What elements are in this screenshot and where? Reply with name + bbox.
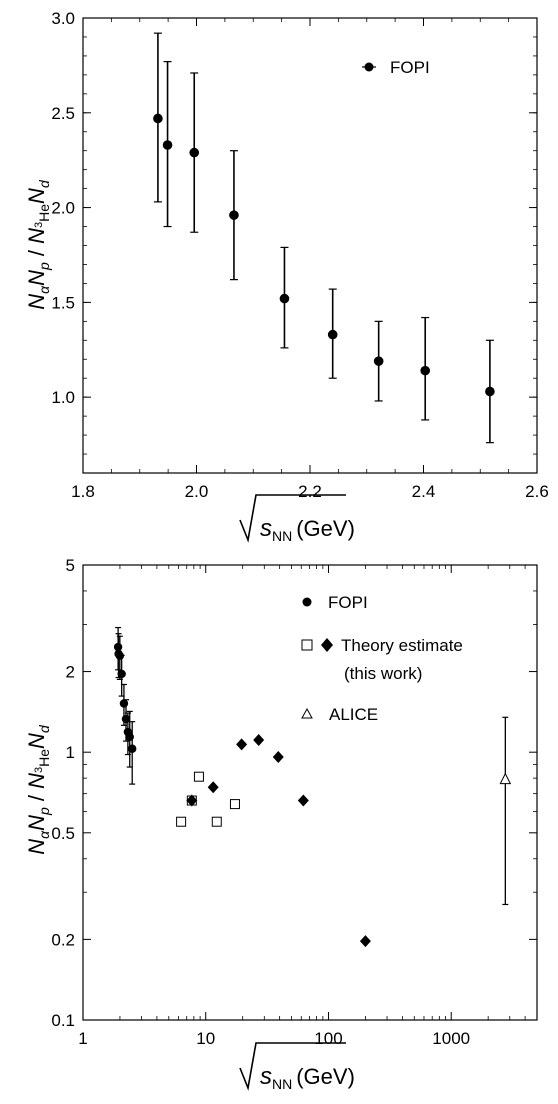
top-x-tick-label: 2.0 xyxy=(185,482,209,501)
top-data-points xyxy=(153,32,495,444)
top-x-tick-label: 1.8 xyxy=(71,482,95,501)
svg-text:NαNp / N3HeNd: NαNp / N3HeNd xyxy=(24,179,52,310)
top-y-tick-label: 2.5 xyxy=(51,104,75,123)
bottom-legend-alice-label: ALICE xyxy=(329,705,378,724)
bottom-y-tick-label: 2 xyxy=(66,663,75,682)
bottom-filled-diamond-point xyxy=(272,750,284,763)
top-sqrt-sign xyxy=(239,494,346,543)
bottom-filled-circle-point xyxy=(128,744,137,753)
bottom-x-tick-label: 10 xyxy=(196,1029,215,1048)
bottom-legend-fopi-label: FOPI xyxy=(328,593,368,612)
top-y-axis-label: NαNp / N3HeNd xyxy=(24,179,52,310)
top-plot-panel: 1.8 2.0 2.2 2.4 2.6 1.0 1.5 2.0 2.5 3.0 FOPI sNN… xyxy=(24,9,549,544)
top-legend-fopi-marker xyxy=(364,62,374,72)
bottom-y-tick-label: 0.2 xyxy=(51,930,75,949)
bottom-open-square-point xyxy=(193,771,204,782)
bottom-open-square-point xyxy=(211,816,222,827)
bottom-y-ticks: 0.1 0.2 0.5 1 2 5 xyxy=(51,556,537,1030)
top-y-tick-label: 2.0 xyxy=(51,199,75,218)
bottom-x-tick-label: 1 xyxy=(78,1029,87,1048)
bottom-plot-panel: 1 10 100 1000 0.1 0.2 0.5 1 2 5 FOPI Theory esti… xyxy=(24,556,538,1092)
bottom-open-square-point xyxy=(176,816,187,827)
bottom-filled-circle-point xyxy=(117,669,126,679)
top-legend: FOPI xyxy=(362,58,430,77)
bottom-legend-theory-sublabel: (this work) xyxy=(344,664,422,683)
bottom-open-triangle-point xyxy=(499,772,512,785)
bottom-legend-theory-label: Theory estimate xyxy=(341,636,463,655)
top-filled-circle-point xyxy=(420,365,431,376)
bottom-legend-alice-marker xyxy=(301,707,313,719)
bottom-plot-frame xyxy=(82,564,538,1021)
bottom-filled-circle-point xyxy=(121,714,131,724)
bottom-filled-diamond-point xyxy=(253,734,265,747)
top-filled-circle-point xyxy=(327,329,338,340)
bottom-legend-theory-square-marker xyxy=(301,639,313,651)
top-filled-circle-point xyxy=(153,113,163,124)
svg-text:sNN(GeV): sNN (GeV) xyxy=(260,515,355,544)
top-x-axis-label: sNN (GeV) xyxy=(239,494,355,544)
top-x-tick-label: 2.2 xyxy=(298,482,322,501)
svg-text:sNN(GeV): sNN (GeV) xyxy=(260,1063,355,1092)
bottom-legend-fopi-marker xyxy=(302,597,312,607)
top-filled-circle-point xyxy=(162,140,173,150)
top-x-tick-label: 2.4 xyxy=(412,482,436,501)
bottom-filled-diamond-point xyxy=(186,794,198,807)
bottom-filled-diamond-point xyxy=(207,781,219,794)
bottom-y-tick-label: 1 xyxy=(66,743,75,762)
bottom-filled-diamond-point xyxy=(236,738,248,751)
bottom-y-axis-label: NαNp / N3HeNd xyxy=(24,724,52,855)
bottom-y-tick-label: 0.5 xyxy=(51,824,75,843)
top-y-ticks: 1.0 1.5 2.0 2.5 3.0 xyxy=(51,9,537,455)
bottom-x-ticks: 1 10 100 1000 xyxy=(78,565,538,1048)
top-y-tick-label: 1.5 xyxy=(51,293,75,312)
bottom-filled-diamond-point xyxy=(359,935,371,948)
svg-text:NαNp / N3HeNd: NαNp / N3HeNd xyxy=(24,724,52,855)
bottom-legend-theory-diamond-marker xyxy=(321,638,333,652)
bottom-legend: FOPI Theory estimate (this work) ALICE xyxy=(301,593,463,724)
bottom-filled-diamond-point xyxy=(297,794,309,807)
top-legend-fopi-label: FOPI xyxy=(390,58,430,77)
bottom-sqrt-sign xyxy=(239,1042,346,1091)
top-y-tick-label: 3.0 xyxy=(51,9,75,28)
bottom-y-tick-label: 5 xyxy=(66,556,75,575)
bottom-x-tick-label: 1000 xyxy=(432,1029,470,1048)
bottom-y-tick-label: 0.1 xyxy=(51,1011,75,1030)
top-filled-circle-point xyxy=(373,356,384,366)
top-filled-circle-point xyxy=(279,293,290,304)
top-filled-circle-point xyxy=(229,210,239,220)
top-x-ticks: 1.8 2.0 2.2 2.4 2.6 xyxy=(71,18,549,501)
bottom-data-points xyxy=(113,626,512,948)
top-plot-frame xyxy=(82,17,538,474)
top-filled-circle-point xyxy=(189,147,200,158)
top-filled-circle-point xyxy=(485,386,495,397)
bottom-x-tick-label: 100 xyxy=(314,1029,342,1048)
bottom-filled-circle-point xyxy=(119,699,129,708)
top-y-tick-label: 1.0 xyxy=(51,388,75,407)
bottom-x-axis-label: sNN (GeV) xyxy=(239,1042,355,1092)
bottom-open-square-point xyxy=(229,799,240,810)
top-x-tick-label: 2.6 xyxy=(525,482,549,501)
